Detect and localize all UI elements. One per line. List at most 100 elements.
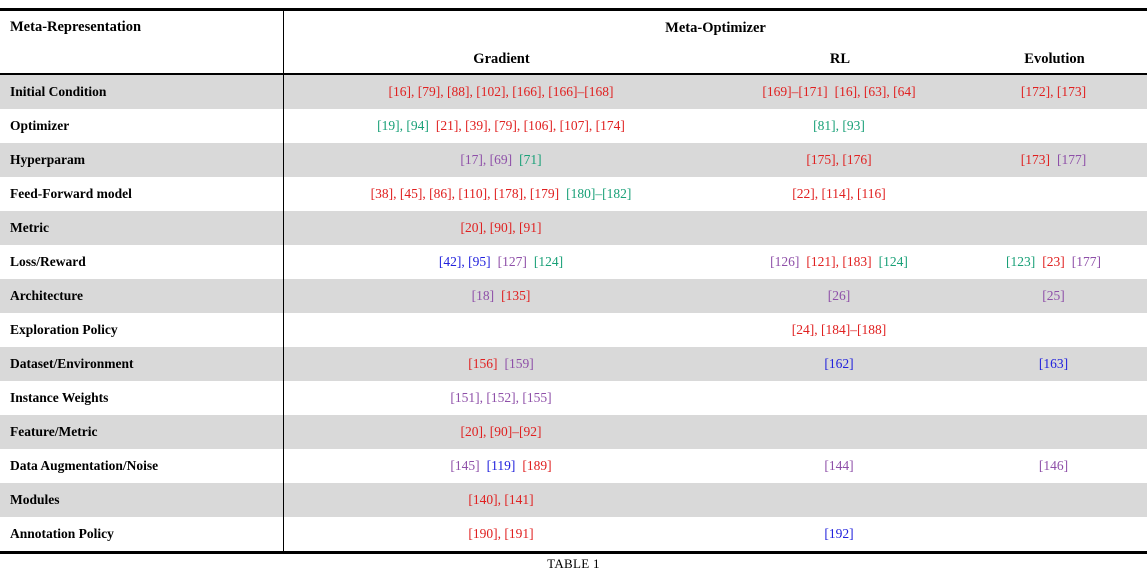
row-label: Metric bbox=[10, 220, 49, 235]
cell-gradient: [16], [79], [88], [102], [166], [166]–[1… bbox=[283, 75, 718, 109]
cell-gradient: [18] [135] bbox=[283, 279, 718, 313]
cell-gradient: [20], [90], [91] bbox=[283, 211, 718, 245]
cell-rl: [26] bbox=[718, 279, 960, 313]
row-label: Architecture bbox=[10, 288, 83, 303]
paper-page: Meta-Representation Meta-Optimizer Gradi… bbox=[0, 8, 1147, 571]
citation-link[interactable]: [24], [184]–[188] bbox=[791, 322, 887, 337]
citation-link[interactable]: [162] bbox=[824, 356, 854, 371]
citation-link[interactable]: [20], [90]–[92] bbox=[460, 424, 542, 439]
citation-link[interactable]: [180]–[182] bbox=[566, 186, 632, 201]
citation-link[interactable]: [26] bbox=[827, 288, 851, 303]
citation-link[interactable]: [163] bbox=[1038, 356, 1069, 371]
cell-evolution: [146] bbox=[960, 449, 1147, 483]
table-row: Hyperparam [17], [69] [71] [175], [176] [173… bbox=[0, 143, 1147, 177]
row-label: Optimizer bbox=[10, 118, 70, 133]
col-header-evolution: Evolution bbox=[1024, 50, 1085, 67]
table-row: Architecture [18] [135] [26] [25] bbox=[0, 279, 1147, 313]
row-label: Dataset/Environment bbox=[10, 356, 134, 371]
citation-link[interactable]: [124] bbox=[878, 254, 908, 269]
cell-evolution bbox=[960, 517, 1147, 551]
meta-learning-table: Meta-Representation Meta-Optimizer Gradi… bbox=[0, 8, 1147, 554]
citation-link[interactable]: [23] bbox=[1042, 254, 1065, 269]
citation-link[interactable]: [119] bbox=[486, 458, 516, 473]
cell-gradient: [38], [45], [86], [110], [178], [179] [18… bbox=[283, 177, 718, 211]
citation-link[interactable]: [71] bbox=[519, 152, 542, 167]
citation-link[interactable]: [159] bbox=[504, 356, 534, 371]
citation-link[interactable]: [38], [45], [86], [110], [178], [179] bbox=[370, 186, 560, 201]
citation-link[interactable]: [18] bbox=[471, 288, 495, 303]
cell-rl: [144] bbox=[718, 449, 960, 483]
col-header-gradient: Gradient bbox=[473, 50, 530, 67]
citation-link[interactable]: [19], [94] bbox=[377, 118, 429, 133]
citation-link[interactable]: [145] bbox=[450, 458, 480, 473]
citation-link[interactable]: [144] bbox=[824, 458, 854, 473]
citation-link[interactable]: [127] bbox=[497, 254, 527, 269]
cell-evolution bbox=[960, 415, 1147, 449]
table-row: Metric [20], [90], [91] bbox=[0, 211, 1147, 245]
table-row: Instance Weights [151], [152], [155] bbox=[0, 381, 1147, 415]
cell-gradient: [19], [94] [21], [39], [79], [106], [107]… bbox=[283, 109, 718, 143]
col-header-meta-optimizer: Meta-Optimizer bbox=[665, 19, 766, 36]
citation-link[interactable]: [177] bbox=[1057, 152, 1087, 167]
citation-link[interactable]: [151], [152], [155] bbox=[450, 390, 552, 405]
cell-evolution: [25] bbox=[960, 279, 1147, 313]
citation-link[interactable]: [21], [39], [79], [106], [107], [174] bbox=[435, 118, 625, 133]
citation-link[interactable]: [25] bbox=[1042, 288, 1065, 303]
cell-gradient: [20], [90]–[92] bbox=[283, 415, 718, 449]
citation-link[interactable]: [121], [183] bbox=[806, 254, 872, 269]
cell-rl: [81], [93] bbox=[718, 109, 960, 143]
cell-evolution bbox=[960, 313, 1147, 347]
citation-link[interactable]: [190], [191] bbox=[468, 526, 534, 541]
table-row: Dataset/Environment [156] [159] [162] [163] bbox=[0, 347, 1147, 381]
table-row: Data Augmentation/Noise [145] [119] [189] [1… bbox=[0, 449, 1147, 483]
cell-rl: [126] [121], [183] [124] bbox=[718, 245, 960, 279]
citation-link[interactable]: [173] bbox=[1020, 152, 1050, 167]
citation-link[interactable]: [81], [93] bbox=[813, 118, 865, 133]
subheader-row: Gradient RL Evolution bbox=[284, 45, 1147, 73]
cell-gradient: [17], [69] [71] bbox=[283, 143, 718, 177]
row-label: Initial Condition bbox=[10, 84, 107, 99]
citation-link[interactable]: [16], [63], [64] bbox=[834, 84, 916, 99]
cell-evolution: [173] [177] bbox=[960, 143, 1147, 177]
citation-link[interactable]: [192] bbox=[824, 526, 854, 541]
cell-rl bbox=[718, 415, 960, 449]
citation-link[interactable]: [140], [141] bbox=[468, 492, 534, 507]
citation-link[interactable]: [17], [69] bbox=[460, 152, 513, 167]
table-row: Feed-Forward model [38], [45], [86], [110… bbox=[0, 177, 1147, 211]
cell-rl bbox=[718, 483, 960, 517]
cell-rl: [175], [176] bbox=[718, 143, 960, 177]
cell-gradient: [190], [191] bbox=[283, 517, 718, 551]
cell-rl: [192] bbox=[718, 517, 960, 551]
table-caption: TABLE 1 bbox=[547, 556, 600, 571]
table-row: Exploration Policy [24], [184]–[188] bbox=[0, 313, 1147, 347]
cell-gradient: [151], [152], [155] bbox=[283, 381, 718, 415]
table-row: Loss/Reward [42], [95] [127] [124] [126] [121… bbox=[0, 245, 1147, 279]
cell-evolution bbox=[960, 381, 1147, 415]
citation-link[interactable]: [42], [95] bbox=[438, 254, 491, 269]
citation-link[interactable]: [172], [173] bbox=[1020, 84, 1087, 99]
citation-link[interactable]: [177] bbox=[1071, 254, 1101, 269]
table-row: Annotation Policy [190], [191] [192] bbox=[0, 517, 1147, 551]
col-header-rl: RL bbox=[829, 50, 851, 67]
table-row: Feature/Metric [20], [90]–[92] bbox=[0, 415, 1147, 449]
citation-link[interactable]: [123] bbox=[1006, 254, 1036, 269]
row-label: Exploration Policy bbox=[10, 322, 118, 337]
citation-link[interactable]: [189] bbox=[522, 458, 552, 473]
citation-link[interactable]: [175], [176] bbox=[806, 152, 872, 167]
citation-link[interactable]: [146] bbox=[1038, 458, 1069, 473]
citation-link[interactable]: [16], [79], [88], [102], [166], [166]–[1… bbox=[388, 84, 614, 99]
citation-link[interactable]: [126] bbox=[770, 254, 800, 269]
citation-link[interactable]: [20], [90], [91] bbox=[460, 220, 542, 235]
table-row: Initial Condition [16], [79], [88], [102]… bbox=[0, 75, 1147, 109]
table-row: Optimizer [19], [94] [21], [39], [79], [10… bbox=[0, 109, 1147, 143]
cell-gradient: [140], [141] bbox=[283, 483, 718, 517]
citation-link[interactable]: [22], [114], [116] bbox=[792, 186, 886, 201]
citation-link[interactable]: [124] bbox=[533, 254, 564, 269]
citation-link[interactable]: [169]–[171] bbox=[762, 84, 828, 99]
col-header-meta-representation: Meta-Representation bbox=[10, 19, 142, 35]
cell-gradient: [145] [119] [189] bbox=[283, 449, 718, 483]
citation-link[interactable]: [135] bbox=[501, 288, 531, 303]
citation-link[interactable]: [156] bbox=[468, 356, 498, 371]
row-label: Annotation Policy bbox=[10, 526, 114, 541]
row-label: Feed-Forward model bbox=[10, 186, 132, 201]
